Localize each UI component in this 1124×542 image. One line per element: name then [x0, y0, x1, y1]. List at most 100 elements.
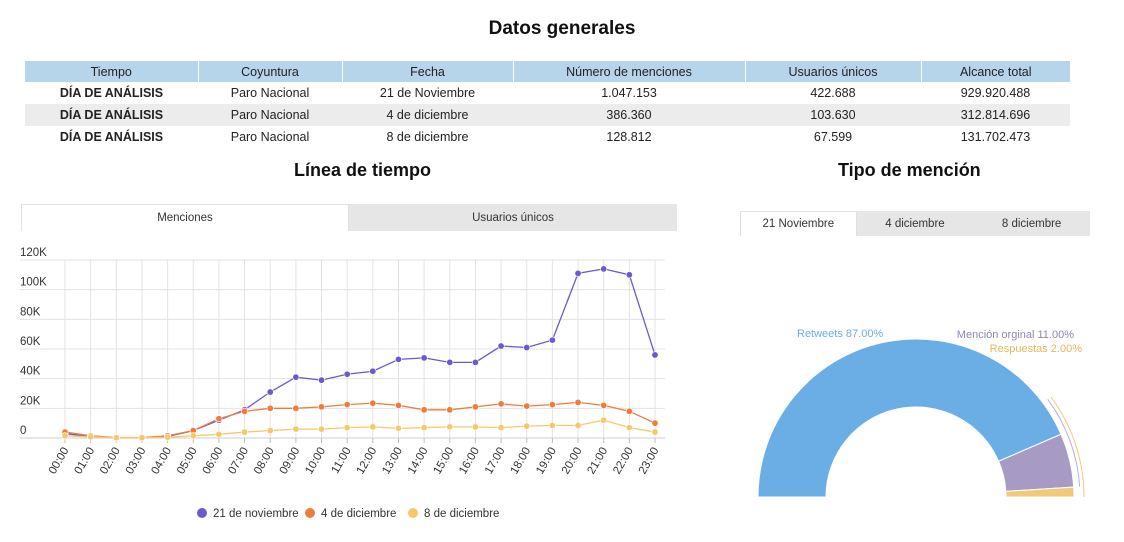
data-point — [343, 401, 351, 409]
tab-21-noviembre[interactable]: 21 Noviembre — [740, 211, 857, 236]
leader-arc — [1047, 398, 1081, 487]
series-line-2 — [64, 419, 656, 439]
cell-coyuntura: Paro Nacional — [198, 104, 342, 126]
data-point — [394, 424, 402, 432]
data-point — [215, 415, 223, 423]
data-point — [471, 403, 479, 411]
series-line-1 — [64, 401, 656, 439]
legend-label: 4 de diciembre — [321, 508, 396, 520]
cell-alcance: 929.920.488 — [960, 86, 1031, 100]
data-point — [446, 358, 454, 366]
data-point — [574, 269, 582, 277]
data-point — [446, 423, 454, 431]
legend-marker — [408, 508, 418, 518]
data-point — [266, 427, 274, 435]
page-title: Datos generales — [488, 18, 636, 39]
cell-coyuntura: Paro Nacional — [230, 86, 310, 100]
tab-usuarios-unicos[interactable]: Usuarios únicos — [472, 211, 554, 224]
column-header-fecha: Fecha — [342, 61, 514, 82]
y-tick-label: 40K — [20, 366, 41, 378]
y-tick-label: 120K — [20, 247, 47, 259]
tab-4-diciembre[interactable]: 4 diciembre — [885, 217, 945, 230]
data-point — [241, 407, 249, 415]
data-point — [292, 373, 300, 381]
mention-type-title: Tipo de mención — [838, 160, 981, 180]
cell-menciones: 128.812 — [606, 130, 652, 144]
data-point — [600, 416, 608, 424]
slice-label: Mención orginal 11.00% — [957, 329, 1074, 341]
data-point — [292, 404, 300, 412]
data-point — [548, 336, 556, 344]
data-point — [369, 367, 377, 375]
legend-label: 8 de diciembre — [424, 508, 499, 520]
data-point — [625, 271, 633, 279]
table-row: DÍA DE ANÁLISIS Paro Nacional 21 de Novi… — [25, 82, 1070, 104]
timeline-title: Línea de tiempo — [294, 160, 432, 180]
timeline-tabs: Menciones Usuarios únicos — [21, 204, 677, 231]
cell-usuarios: 67.599 — [813, 130, 853, 144]
legend-marker — [305, 508, 315, 518]
data-point — [369, 423, 377, 431]
data-point — [266, 388, 274, 396]
table-row: DÍA DE ANÁLISIS Paro Nacional 8 de dicie… — [25, 126, 1070, 148]
cell-coyuntura: Paro Nacional — [230, 130, 310, 144]
data-point — [471, 423, 479, 431]
data-point — [600, 265, 608, 273]
column-header-menciones: Número de menciones — [513, 61, 746, 82]
y-tick-label: 60K — [20, 336, 41, 348]
data-point — [651, 428, 659, 436]
data-point — [523, 422, 531, 430]
cell-usuarios: 422.688 — [810, 86, 856, 100]
cell-tiempo: DÍA DE ANÁLISIS — [25, 104, 198, 126]
data-point — [164, 433, 172, 441]
slice-label: Respuestas 2.00% — [990, 343, 1083, 355]
data-point — [241, 428, 249, 436]
leader-arc — [1050, 396, 1085, 498]
table-row: DÍA DE ANÁLISIS Paro Nacional 4 de dicie… — [25, 104, 1070, 126]
cell-tiempo: DÍA DE ANÁLISIS — [59, 86, 164, 100]
column-header-usuarios: Usuarios únicos — [745, 61, 922, 82]
data-point — [446, 406, 454, 414]
legend-label: 21 de noviembre — [213, 508, 299, 520]
column-header-coyuntura: Coyuntura — [198, 61, 343, 82]
slice-label: Retweets 87.00% — [797, 328, 883, 340]
cell-fecha: 8 de diciembre — [386, 130, 469, 144]
data-point — [497, 342, 505, 350]
y-tick-label: 20K — [20, 395, 41, 407]
data-point — [548, 421, 556, 429]
cell-tiempo: DÍA DE ANÁLISIS — [59, 130, 164, 144]
data-point — [189, 432, 197, 440]
data-point — [523, 344, 531, 352]
data-point — [471, 358, 479, 366]
data-point — [61, 432, 69, 440]
tab-8-diciembre[interactable]: 8 diciembre — [1001, 217, 1062, 230]
cell-alcance: 312.814.696 — [921, 104, 1070, 126]
data-point — [87, 433, 95, 441]
column-header-tiempo: Tiempo — [25, 61, 199, 82]
cell-alcance: 131.702.473 — [960, 130, 1031, 144]
data-point — [574, 421, 582, 429]
y-tick-label: 80K — [20, 306, 41, 318]
data-point — [497, 400, 505, 408]
data-point — [394, 401, 402, 409]
pie-slice — [1005, 486, 1075, 498]
cell-fecha: 4 de diciembre — [342, 104, 513, 126]
data-point — [625, 424, 633, 432]
column-header-alcance: Alcance total — [921, 61, 1070, 82]
legend-marker — [197, 508, 207, 518]
data-point — [548, 401, 556, 409]
tab-menciones[interactable]: Menciones — [21, 204, 349, 231]
y-tick-label: 100K — [20, 277, 47, 289]
data-point — [112, 434, 120, 442]
data-point — [318, 403, 326, 411]
mention-type-tabs: 21 Noviembre 4 diciembre 8 diciembre — [740, 211, 1090, 236]
data-point — [420, 354, 428, 362]
data-point — [625, 407, 633, 415]
pie-slice — [757, 338, 1062, 498]
data-point — [343, 370, 351, 378]
data-point — [600, 401, 608, 409]
cell-menciones: 386.360 — [513, 104, 745, 126]
data-point — [138, 434, 146, 442]
